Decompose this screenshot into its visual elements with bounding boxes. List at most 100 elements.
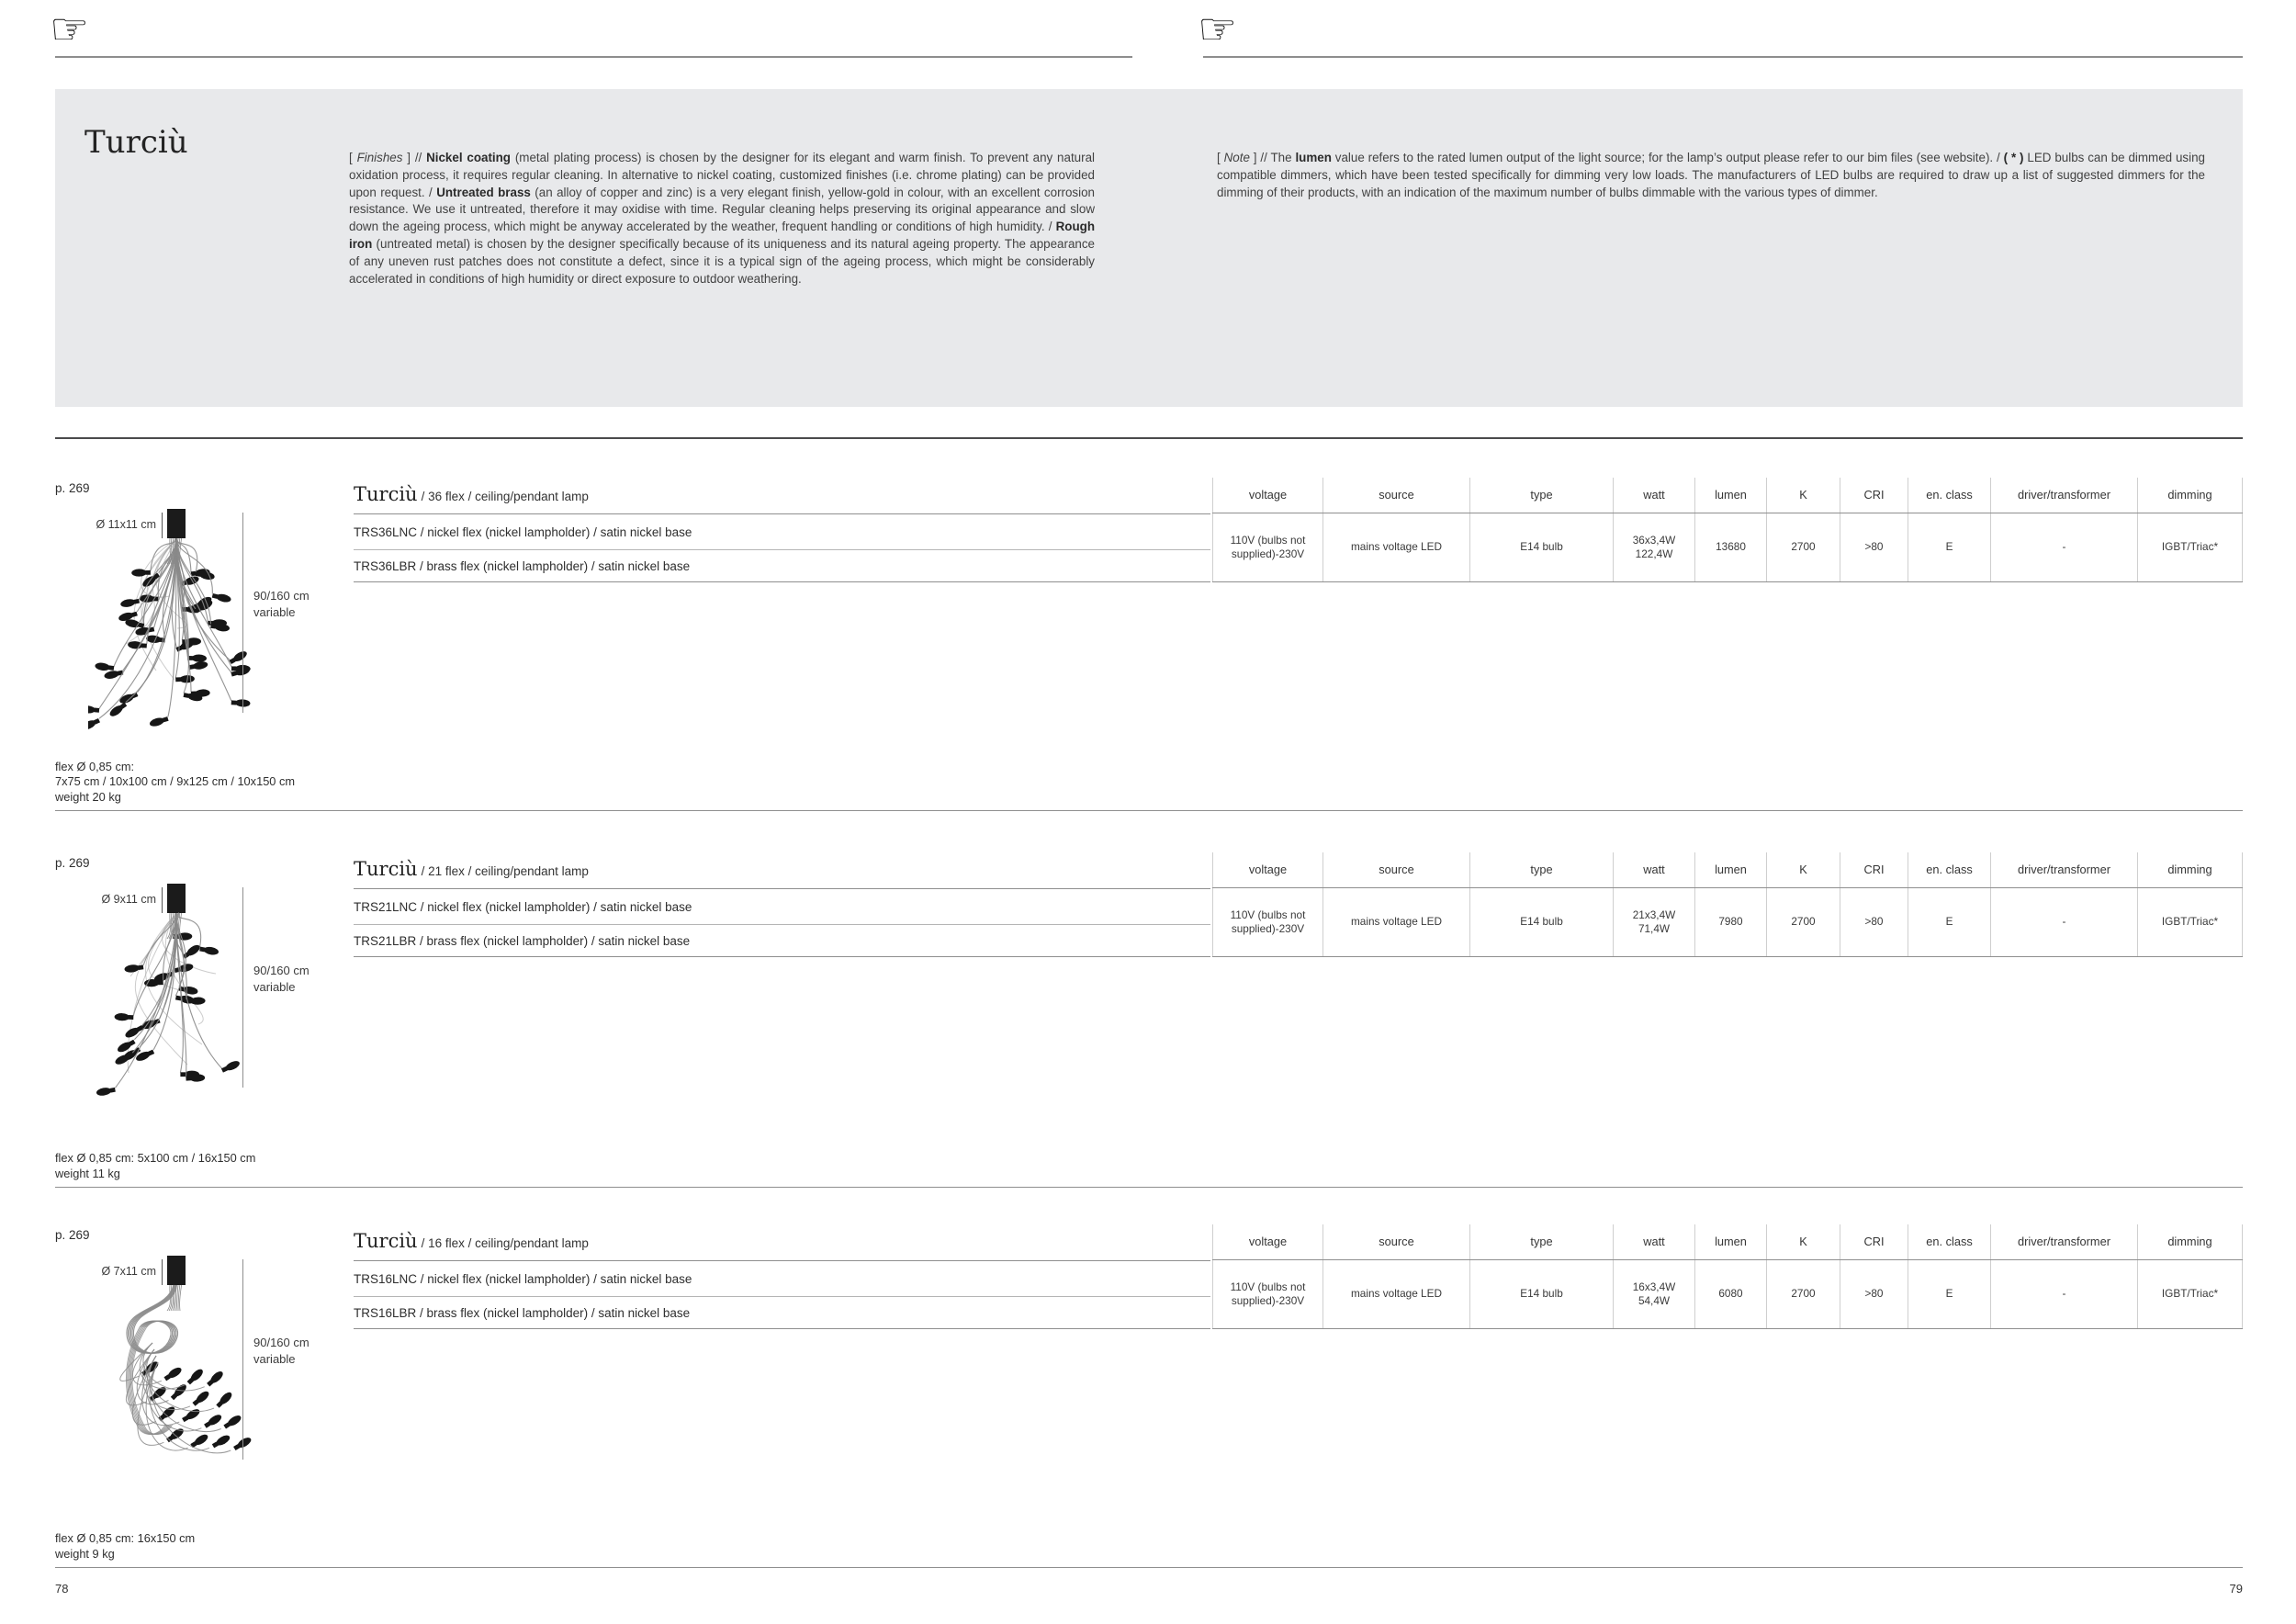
column-header-energy-class: en. class (1908, 478, 1990, 513)
column-header-dimming: dimming (2137, 852, 2243, 887)
spec-table: voltage source type watt lumen K CRI en.… (1212, 852, 2243, 957)
product-section: p. 269 Ø 7x11 cm 90/160 cm variable Turc… (55, 1224, 2243, 1568)
column-header-driver: driver/transformer (1990, 1224, 2137, 1259)
canopy-dimension-label: Ø 11x11 cm (96, 518, 156, 531)
canopy-dimension-label: Ø 9x11 cm (101, 893, 156, 906)
spec-type: E14 bulb (1469, 513, 1613, 581)
product-title: Turciù/ 21 flex / ceiling/pendant lamp (354, 852, 1210, 888)
column-header-energy-class: en. class (1908, 1224, 1990, 1259)
model-row: TRS21LBR / brass flex (nickel lampholder… (354, 924, 1210, 957)
column-header-kelvin: K (1766, 1224, 1840, 1259)
model-code-description: TRS36LBR / brass flex (nickel lampholder… (354, 558, 691, 573)
model-row: TRS16LNC / nickel flex (nickel lampholde… (354, 1260, 1210, 1296)
column-header-watt: watt (1613, 1224, 1694, 1259)
spec-cri: >80 (1840, 888, 1908, 956)
column-header-kelvin: K (1766, 852, 1840, 887)
header-rule-right (1203, 56, 2243, 58)
spec-source: mains voltage LED (1322, 513, 1469, 581)
page-reference: p. 269 (55, 481, 90, 495)
column-header-type: type (1469, 478, 1613, 513)
column-header-energy-class: en. class (1908, 852, 1990, 887)
column-header-dimming: dimming (2137, 478, 2243, 513)
spec-energy-class: E (1908, 1260, 1990, 1328)
spec-table-row: 110V (bulbs not supplied)-230V mains vol… (1212, 888, 2243, 957)
spec-watt: 16x3,4W 54,4W (1613, 1260, 1694, 1328)
column-header-lumen: lumen (1694, 852, 1766, 887)
column-header-lumen: lumen (1694, 1224, 1766, 1259)
page-number-left: 78 (55, 1582, 69, 1596)
canopy-dimension-label: Ø 7x11 cm (101, 1265, 156, 1278)
column-header-cri: CRI (1840, 1224, 1908, 1259)
column-header-kelvin: K (1766, 478, 1840, 513)
product-subtitle: / 21 flex / ceiling/pendant lamp (421, 864, 589, 878)
product-section: p. 269 Ø 11x11 cm 90/160 cm variable Tur… (55, 478, 2243, 811)
page-reference: p. 269 (55, 1228, 90, 1242)
spec-voltage: 110V (bulbs not supplied)-230V (1212, 1260, 1322, 1328)
product-name: Turciù (354, 858, 418, 880)
flex-weight-note: flex Ø 0,85 cm: 16x150 cm weight 9 kg (55, 1531, 196, 1561)
lamp-illustration (96, 884, 240, 1096)
flex-weight-note: flex Ø 0,85 cm: 5x100 cm / 16x150 cm weig… (55, 1151, 256, 1180)
product-family-title: Turciù (84, 124, 188, 161)
lamp-illustration (119, 1256, 252, 1454)
spec-dimming: IGBT/Triac* (2137, 513, 2243, 581)
spec-table-header: voltage source type watt lumen K CRI en.… (1212, 852, 2243, 888)
drop-height-label: 90/160 cm variable (253, 588, 310, 620)
drop-height-variable: variable (253, 604, 296, 619)
spec-kelvin: 2700 (1766, 888, 1840, 956)
spec-watt-per-bulb: 21x3,4W (1632, 908, 1676, 921)
spec-dimming: IGBT/Triac* (2137, 888, 2243, 956)
spec-energy-class: E (1908, 513, 1990, 581)
spec-dimming: IGBT/Triac* (2137, 1260, 2243, 1328)
note-paragraph: [ Note ] // The lumen value refers to th… (1217, 151, 2205, 199)
model-row: TRS36LBR / brass flex (nickel lampholder… (354, 549, 1210, 582)
product-subtitle: / 16 flex / ceiling/pendant lamp (421, 1236, 589, 1250)
manicule-icon: ☞ (50, 6, 90, 54)
column-header-voltage: voltage (1212, 1224, 1322, 1259)
spec-lumen: 13680 (1694, 513, 1766, 581)
spec-watt-per-bulb: 16x3,4W (1632, 1280, 1676, 1293)
finishes-paragraph: [ Finishes ] // Nickel coating (metal pl… (349, 151, 1096, 286)
drop-height-variable: variable (253, 1351, 296, 1366)
spec-watt-total: 122,4W (1635, 547, 1673, 560)
model-code-description: TRS21LNC / nickel flex (nickel lampholde… (354, 899, 692, 914)
spec-table-header: voltage source type watt lumen K CRI en.… (1212, 1224, 2243, 1260)
section-divider-rule (55, 437, 2243, 439)
model-code-description: TRS21LBR / brass flex (nickel lampholder… (354, 933, 691, 948)
column-header-type: type (1469, 852, 1613, 887)
product-title: Turciù/ 16 flex / ceiling/pendant lamp (354, 1224, 1210, 1260)
column-header-source: source (1322, 478, 1469, 513)
product-subtitle: / 36 flex / ceiling/pendant lamp (421, 490, 589, 503)
spec-lumen: 6080 (1694, 1260, 1766, 1328)
spec-watt-total: 54,4W (1638, 1294, 1671, 1307)
model-row: TRS36LNC / nickel flex (nickel lampholde… (354, 513, 1210, 549)
spec-cri: >80 (1840, 1260, 1908, 1328)
spec-voltage: 110V (bulbs not supplied)-230V (1212, 513, 1322, 581)
column-header-dimming: dimming (2137, 1224, 2243, 1259)
spec-kelvin: 2700 (1766, 1260, 1840, 1328)
height-measure-line (242, 887, 243, 1088)
spec-watt: 36x3,4W 122,4W (1613, 513, 1694, 581)
spec-energy-class: E (1908, 888, 1990, 956)
manicule-icon: ☞ (1198, 6, 1238, 54)
dimension-tick-line (162, 513, 163, 538)
spec-table: voltage source type watt lumen K CRI en.… (1212, 1224, 2243, 1329)
product-name: Turciù (354, 483, 418, 505)
spec-type: E14 bulb (1469, 888, 1613, 956)
column-header-watt: watt (1613, 852, 1694, 887)
drop-height-variable: variable (253, 979, 296, 994)
spec-driver-transformer: - (1990, 1260, 2137, 1328)
column-header-voltage: voltage (1212, 852, 1322, 887)
masthead-panel: Turciù [ Finishes ] // Nickel coating (m… (55, 89, 2243, 407)
spec-driver-transformer: - (1990, 513, 2137, 581)
spec-source: mains voltage LED (1322, 1260, 1469, 1328)
drop-height-label: 90/160 cm variable (253, 1335, 310, 1367)
lamp-illustration (88, 509, 251, 730)
column-header-driver: driver/transformer (1990, 478, 2137, 513)
spec-watt-per-bulb: 36x3,4W (1632, 533, 1676, 547)
product-section: p. 269 Ø 9x11 cm 90/160 cm variable Turc… (55, 852, 2243, 1188)
page-reference: p. 269 (55, 856, 90, 870)
column-header-watt: watt (1613, 478, 1694, 513)
flex-weight-note: flex Ø 0,85 cm: 7x75 cm / 10x100 cm / 9x1… (55, 759, 296, 804)
